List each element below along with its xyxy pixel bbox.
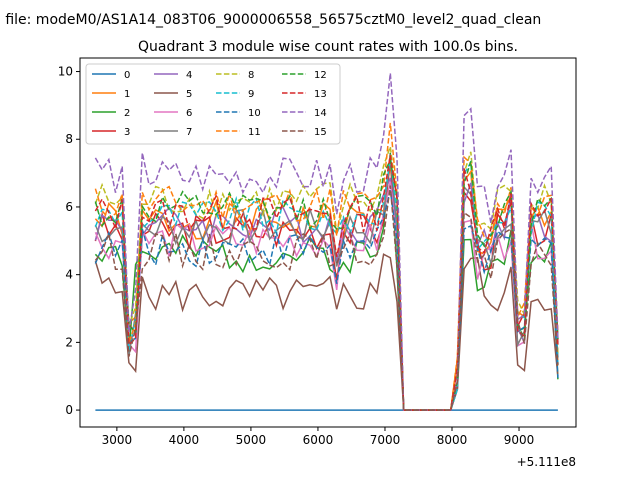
series-line-8	[94, 146, 559, 411]
legend-label-8: 8	[248, 70, 254, 81]
series-layer	[94, 73, 559, 411]
y-axis: 0 2 4 6 8 10	[58, 65, 80, 417]
x-tick-label: 6000	[303, 433, 334, 447]
legend-label-3: 3	[124, 127, 130, 138]
x-tick-label: 8000	[437, 433, 468, 447]
y-tick-label: 0	[65, 403, 73, 417]
y-tick-label: 10	[58, 65, 73, 79]
series-line-12	[94, 157, 559, 411]
x-tick-label: 5000	[236, 433, 267, 447]
legend-label-4: 4	[186, 70, 192, 81]
x-tick-label: 3000	[102, 433, 133, 447]
chart-title: Quadrant 3 module wise count rates with …	[138, 39, 518, 55]
legend-label-0: 0	[124, 70, 130, 81]
legend-label-13: 13	[314, 89, 327, 100]
y-tick-label: 8	[65, 132, 73, 146]
legend-label-2: 2	[124, 108, 130, 119]
series-line-9	[94, 159, 559, 411]
y-tick-label: 2	[65, 335, 73, 349]
series-line-10	[94, 190, 559, 411]
legend-label-9: 9	[248, 89, 254, 100]
axes-border	[79, 57, 577, 428]
legend-label-6: 6	[186, 108, 192, 119]
legend-label-12: 12	[314, 70, 327, 81]
x-tick-label: 7000	[370, 433, 401, 447]
legend-label-7: 7	[186, 127, 192, 138]
legend-label-14: 14	[314, 108, 327, 119]
legend-label-5: 5	[186, 89, 192, 100]
x-tick-label: 9000	[504, 433, 535, 447]
series-line-11	[94, 122, 559, 411]
x-offset-text: +5.111e8	[517, 455, 576, 469]
y-tick-label: 4	[65, 268, 73, 282]
legend-box	[85, 63, 341, 145]
legend-label-10: 10	[248, 108, 261, 119]
legend-label-1: 1	[124, 89, 130, 100]
series-line-13	[94, 155, 559, 411]
figure-suptitle: n file: modeM0/AS1A14_083T06_9000006558_…	[0, 12, 541, 28]
x-axis: 3000 4000 5000 6000 7000 8000 9000	[102, 427, 535, 447]
series-line-5	[94, 253, 559, 411]
legend-label-15: 15	[314, 127, 327, 138]
y-tick-label: 6	[65, 200, 73, 214]
series-line-14	[94, 73, 559, 411]
legend-label-11: 11	[248, 127, 261, 138]
series-line-15	[94, 185, 559, 411]
series-line-6	[94, 181, 559, 411]
x-tick-label: 4000	[169, 433, 200, 447]
series-line-7	[94, 154, 559, 411]
